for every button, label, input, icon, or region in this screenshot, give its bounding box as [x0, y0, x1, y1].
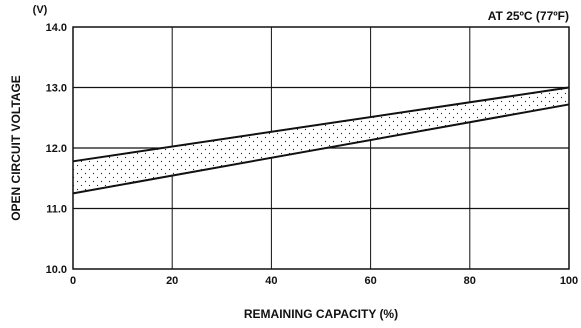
x-tick-label: 0: [70, 275, 76, 287]
x-tick-labels: 0 20 40 60 80 100: [70, 275, 578, 287]
voltage-band-area: [73, 87, 569, 194]
y-axis-title: OPEN CIRCUIT VOLTAGE: [9, 75, 23, 221]
upper-bound-line: [72, 86, 570, 163]
x-tick-label: 60: [364, 275, 376, 287]
y-tick-label: 12.0: [46, 143, 67, 155]
y-tick-label: 11.0: [46, 204, 67, 216]
x-tick-label: 100: [560, 275, 578, 287]
x-tick-label: 40: [265, 275, 277, 287]
plot-frame: [72, 26, 570, 270]
y-unit-label: (V): [33, 4, 48, 16]
y-tick-label: 14.0: [46, 22, 67, 34]
x-tick-label: 80: [464, 275, 476, 287]
y-tick-label: 10.0: [46, 264, 67, 276]
lower-bound-line: [72, 103, 570, 195]
x-tick-label: 20: [166, 275, 178, 287]
y-tick-labels: 10.0 11.0 12.0 13.0 14.0: [46, 22, 67, 276]
temperature-annotation: AT 25ºC (77ºF): [488, 9, 569, 23]
y-tick-label: 13.0: [46, 83, 67, 95]
x-axis-title: REMAINING CAPACITY (%): [244, 307, 398, 321]
